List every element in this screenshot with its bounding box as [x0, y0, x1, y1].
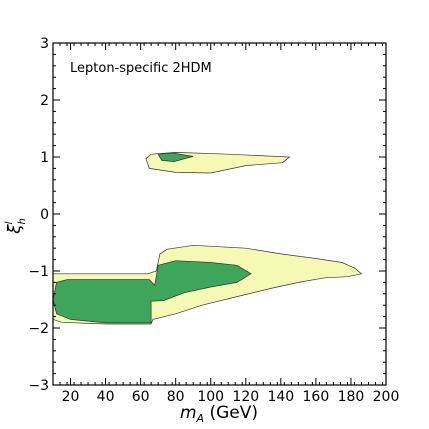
x-tick-label: 20 [62, 389, 80, 405]
x-tick-label: 200 [373, 389, 400, 405]
y-axis-superscript: l [4, 221, 15, 224]
inner-contour-region [157, 152, 194, 162]
y-tick-label: −1 [28, 264, 49, 280]
x-tick-label: 60 [132, 389, 150, 405]
tick-labels: 20 40 60 80 100 120 140 160 180 200 −3 −2 −1 0 1 2 3 [28, 36, 399, 405]
x-tick-label: 180 [338, 389, 365, 405]
x-axis-title: mA (GeV) [180, 403, 258, 425]
y-tick-label: 1 [40, 150, 49, 166]
plot-annotation: Lepton-specific 2HDM [70, 61, 212, 76]
y-tick-label: −2 [28, 321, 49, 337]
x-tick-label: 140 [267, 389, 294, 405]
x-axis-unit: (GeV) [204, 403, 258, 423]
plot-frame [52, 42, 387, 386]
y-axis-symbol: ξ [5, 224, 25, 235]
y-axis-title: ξl h [4, 218, 28, 235]
svg-text:ξlh: ξl h [4, 218, 28, 235]
x-tick-label: 80 [167, 389, 185, 405]
x-axis-subscript: A [196, 412, 205, 425]
x-axis-symbol: m [180, 403, 197, 423]
y-tick-label: 2 [40, 93, 49, 109]
x-tick-label: 160 [303, 389, 330, 405]
x-tick-label: 100 [197, 389, 224, 405]
axis-ticks [52, 42, 387, 386]
contour-regions [53, 152, 363, 325]
y-tick-label: −3 [28, 378, 49, 394]
x-tick-label: 40 [97, 389, 115, 405]
x-tick-label: 120 [232, 389, 259, 405]
y-tick-label: 0 [40, 207, 49, 223]
y-tick-label: 3 [40, 36, 49, 52]
y-axis-subscript: h [17, 218, 28, 224]
inner-contour-region [53, 260, 252, 324]
